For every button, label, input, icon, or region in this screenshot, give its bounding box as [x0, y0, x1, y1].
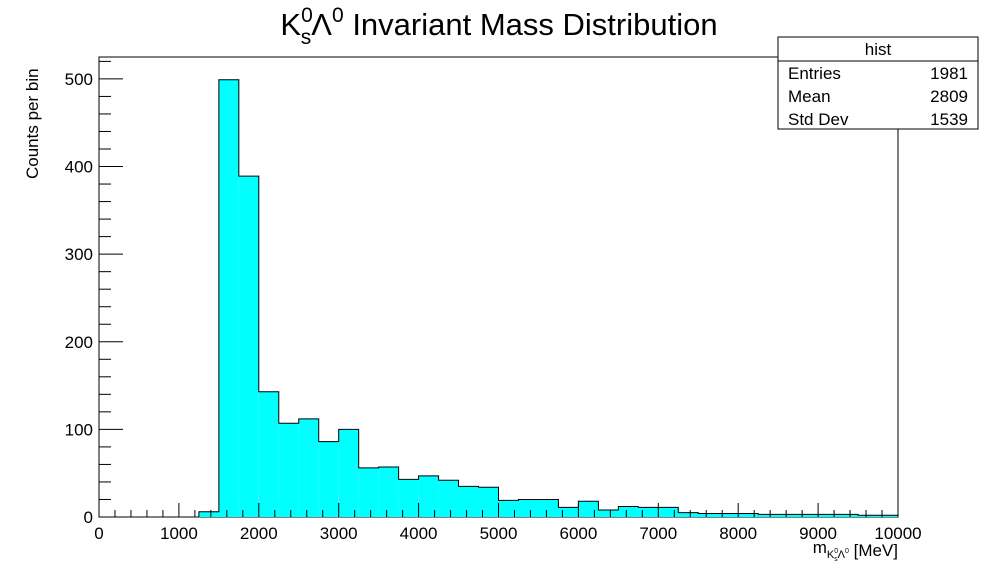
- stats-entries-label: Entries: [788, 64, 841, 83]
- histogram-bar: [218, 79, 239, 518]
- stats-stddev-label: Std Dev: [788, 110, 849, 129]
- y-tick-label: 200: [65, 333, 93, 352]
- histogram-bar: [758, 514, 779, 517]
- x-tick-label: 2000: [240, 524, 278, 543]
- histogram-bar: [518, 499, 539, 517]
- y-axis: 0 100 200 300 400 500: [65, 60, 123, 527]
- histogram-bar: [718, 513, 739, 517]
- histogram-bar: [238, 176, 259, 517]
- x-tick-label: 9000: [799, 524, 837, 543]
- histogram-bar: [338, 429, 359, 517]
- stats-stddev-value: 1539: [930, 110, 968, 129]
- histogram-bar: [318, 441, 339, 517]
- x-axis-label: mK0 sΛ0 [MeV]: [813, 538, 898, 563]
- y-axis-label: Counts per bin: [23, 68, 42, 179]
- histogram-bar: [458, 486, 479, 517]
- x-tick-label: 1000: [160, 524, 198, 543]
- histogram-bar: [638, 507, 659, 517]
- histogram-bar: [598, 509, 619, 517]
- x-tick-label: 5000: [480, 524, 518, 543]
- stats-entries-value: 1981: [930, 64, 968, 83]
- x-tick-label: 4000: [400, 524, 438, 543]
- stats-box-title: hist: [865, 40, 892, 59]
- histogram-bar: [378, 467, 399, 517]
- histogram-bar: [838, 514, 859, 517]
- histogram-bar: [738, 513, 759, 517]
- histogram-bar: [678, 512, 699, 517]
- x-tick-label: 7000: [639, 524, 677, 543]
- stats-mean-label: Mean: [788, 87, 831, 106]
- x-axis: 0 1000 2000 3000 4000 5000 6000 7000 8000 9000 100…: [94, 503, 922, 543]
- histogram-bar: [438, 480, 459, 517]
- histogram-bar: [418, 475, 439, 517]
- histogram-bar: [558, 507, 579, 517]
- histogram-bar: [818, 514, 839, 517]
- stats-box-frame: [777, 36, 979, 130]
- x-tick-label: 6000: [559, 524, 597, 543]
- histogram-bar: [578, 501, 599, 517]
- x-tick-label: 0: [94, 524, 103, 543]
- histogram-bar: [498, 500, 519, 517]
- x-tick-label: 3000: [320, 524, 358, 543]
- y-tick-label: 100: [65, 420, 93, 439]
- histogram-bar: [358, 467, 379, 517]
- histogram-bar: [858, 515, 879, 517]
- histogram-bar: [258, 391, 279, 517]
- histogram-bar: [538, 499, 559, 517]
- histogram-bar: [478, 487, 499, 517]
- histogram-bar: [278, 423, 299, 517]
- chart-title: K0 sΛ0 Invariant Mass Distribution: [280, 4, 717, 49]
- histogram-bar: [798, 514, 819, 517]
- histogram-outline: [198, 79, 899, 517]
- histogram-bar: [778, 514, 799, 517]
- y-tick-label: 500: [65, 70, 93, 89]
- y-tick-label: 400: [65, 158, 93, 177]
- x-tick-label: 10000: [874, 524, 921, 543]
- histogram-bar: [698, 513, 719, 517]
- histogram-bar: [398, 479, 419, 517]
- stats-mean-value: 2809: [930, 87, 968, 106]
- histogram-bar: [618, 506, 639, 517]
- stats-box: hist Entries 1981 Mean 2809 Std Dev 1539: [777, 36, 979, 130]
- y-tick-label: 0: [84, 508, 93, 527]
- histogram-bar: [878, 515, 898, 517]
- histogram-bars: [198, 79, 899, 518]
- histogram-bar: [658, 507, 679, 517]
- histogram-bar: [198, 511, 219, 517]
- histogram-bar: [298, 418, 319, 517]
- x-tick-label: 8000: [719, 524, 757, 543]
- y-tick-label: 300: [65, 245, 93, 264]
